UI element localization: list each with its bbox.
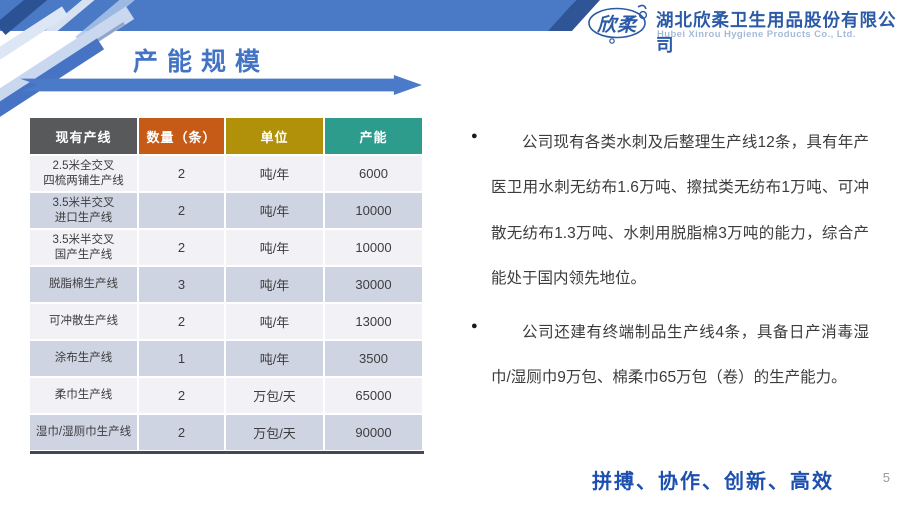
cell-line-name: 柔巾生产线	[30, 378, 137, 413]
cell-line-name: 2.5米全交叉 四梳两铺生产线	[30, 156, 137, 191]
cell-capacity: 65000	[325, 378, 422, 413]
cell-quantity: 1	[139, 341, 224, 376]
cell-quantity: 3	[139, 267, 224, 302]
cell-quantity: 2	[139, 378, 224, 413]
logo-text: 欣柔	[596, 15, 637, 36]
page-title: 产能规模	[133, 48, 270, 76]
bullet-point: 公司还建有终端制品生产线4条，具备日产消毒湿巾/湿厕巾9万包、棉柔巾65万包（卷…	[455, 310, 869, 401]
page-number: 5	[882, 470, 890, 485]
cell-unit: 吨/年	[226, 341, 323, 376]
cell-capacity: 10000	[325, 230, 422, 265]
cell-unit: 吨/年	[226, 156, 323, 191]
cell-capacity: 3500	[325, 341, 422, 376]
slogan-text: 拼搏、协作、创新、高效	[592, 471, 834, 493]
bullet-point: 公司现有各类水刺及后整理生产线12条，具有年产医卫用水刺无纺布1.6万吨、擦拭类…	[455, 120, 869, 301]
cell-line-name: 3.5米半交叉 进口生产线	[30, 193, 137, 228]
col-header-line: 现有产线	[30, 118, 137, 154]
cell-quantity: 2	[139, 415, 224, 450]
capacity-table: 现有产线 数量（条） 单位 产能 2.5米全交叉 四梳两铺生产线 2 吨/年 6…	[30, 118, 424, 454]
cell-unit: 吨/年	[226, 230, 323, 265]
col-header-capacity: 产能	[325, 118, 422, 154]
company-logo: 欣柔	[586, 1, 652, 47]
cell-unit: 吨/年	[226, 304, 323, 339]
title-arrow-icon	[20, 75, 422, 95]
cell-quantity: 2	[139, 156, 224, 191]
col-header-quantity: 数量（条）	[139, 118, 224, 154]
cell-unit: 万包/天	[226, 378, 323, 413]
cell-unit: 吨/年	[226, 267, 323, 302]
company-name-en: Hubei Xinrou Hygiene Products Co., Ltd.	[657, 29, 856, 40]
cell-capacity: 30000	[325, 267, 422, 302]
cell-line-name: 湿巾/湿厕巾生产线	[30, 415, 137, 450]
cell-capacity: 10000	[325, 193, 422, 228]
cell-capacity: 13000	[325, 304, 422, 339]
cell-unit: 万包/天	[226, 415, 323, 450]
bullet-list: 公司现有各类水刺及后整理生产线12条，具有年产医卫用水刺无纺布1.6万吨、擦拭类…	[455, 120, 869, 410]
cell-capacity: 90000	[325, 415, 422, 450]
cell-line-name: 可冲散生产线	[30, 304, 137, 339]
cell-line-name: 3.5米半交叉 国产生产线	[30, 230, 137, 265]
cell-unit: 吨/年	[226, 193, 323, 228]
company-name-cn: 湖北欣柔卫生用品股份有限公司	[656, 10, 897, 55]
cell-quantity: 2	[139, 193, 224, 228]
col-header-unit: 单位	[226, 118, 323, 154]
logo-oval-icon	[588, 4, 648, 44]
cell-line-name: 涂布生产线	[30, 341, 137, 376]
cell-capacity: 6000	[325, 156, 422, 191]
cell-line-name: 脱脂棉生产线	[30, 267, 137, 302]
cell-quantity: 2	[139, 304, 224, 339]
cell-quantity: 2	[139, 230, 224, 265]
